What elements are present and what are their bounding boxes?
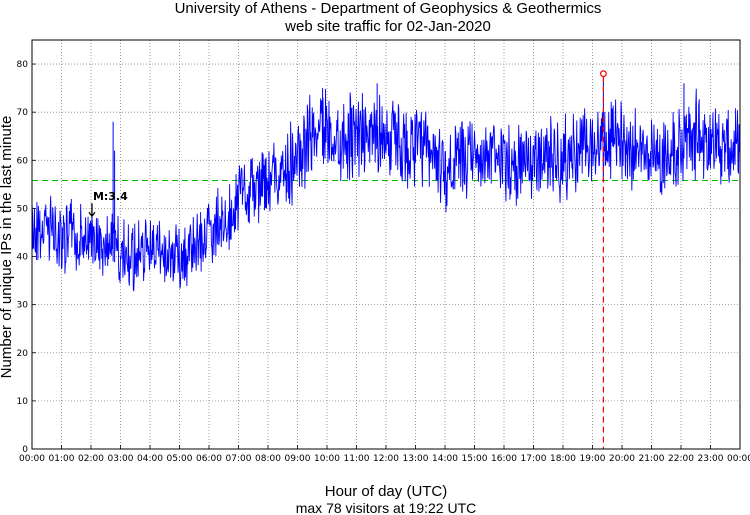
series-line-traffic (31, 88, 741, 292)
x-tick-label: 09:00 (285, 454, 311, 464)
y-tick-label: 30 (17, 301, 29, 311)
y-axis-label: Number of unique IPs in the last minute (0, 116, 15, 379)
peak-marker-circle (600, 70, 607, 78)
y-tick-label: 40 (17, 253, 29, 263)
y-tick-label: 10 (17, 397, 29, 407)
annotation-m34-label: M:3.4 (93, 190, 128, 203)
y-tick-label: 70 (17, 108, 29, 118)
y-tick-label: 20 (17, 349, 29, 359)
x-tick-label: 03:00 (108, 454, 134, 464)
chart-title: University of Athens - Department of Geo… (175, 0, 602, 17)
chart-footer: max 78 visitors at 19:22 UTC (296, 500, 477, 515)
y-axis-ticks: 0 10 20 30 40 50 60 70 80 (17, 60, 36, 455)
plot-frame (31, 39, 741, 450)
x-tick-label: 22:00 (668, 454, 694, 464)
y-tick-label: 0 (22, 445, 28, 455)
x-tick-label: 05:00 (167, 454, 193, 464)
x-tick-label: 01:00 (49, 454, 75, 464)
annotation-m34: M:3.4 (88, 190, 128, 218)
x-tick-label: 12:00 (373, 454, 399, 464)
x-tick-label: 18:00 (550, 454, 576, 464)
x-axis-label: Hour of day (UTC) (325, 483, 448, 500)
y-tick-label: 80 (17, 60, 29, 70)
x-tick-label: 17:00 (521, 454, 547, 464)
x-tick-label: 06:00 (196, 454, 222, 464)
x-tick-label: 10:00 (314, 454, 340, 464)
x-tick-label: 00:00 (727, 454, 750, 464)
y-tick-label: 60 (17, 156, 29, 166)
x-tick-label: 04:00 (137, 454, 163, 464)
x-tick-label: 07:00 (226, 454, 252, 464)
annotation-m34-arrowhead (88, 211, 96, 218)
x-tick-label: 16:00 (491, 454, 517, 464)
x-tick-label: 02:00 (78, 454, 104, 464)
x-tick-label: 11:00 (344, 454, 370, 464)
x-tick-label: 14:00 (432, 454, 458, 464)
x-axis-ticks: 00:00 01:00 02:00 03:00 04:00 05:00 06:00 07:00… (19, 445, 750, 464)
x-tick-label: 21:00 (639, 454, 665, 464)
x-tick-label: 19:00 (580, 454, 606, 464)
x-tick-label: 08:00 (255, 454, 281, 464)
x-tick-label: 13:00 (403, 454, 429, 464)
x-tick-label: 00:00 (19, 454, 45, 464)
x-tick-label: 20:00 (609, 454, 635, 464)
x-tick-label: 23:00 (698, 454, 724, 464)
y-tick-label: 50 (17, 204, 29, 214)
x-tick-label: 15:00 (462, 454, 488, 464)
chart-subtitle: web site traffic for 02-Jan-2020 (284, 18, 491, 35)
